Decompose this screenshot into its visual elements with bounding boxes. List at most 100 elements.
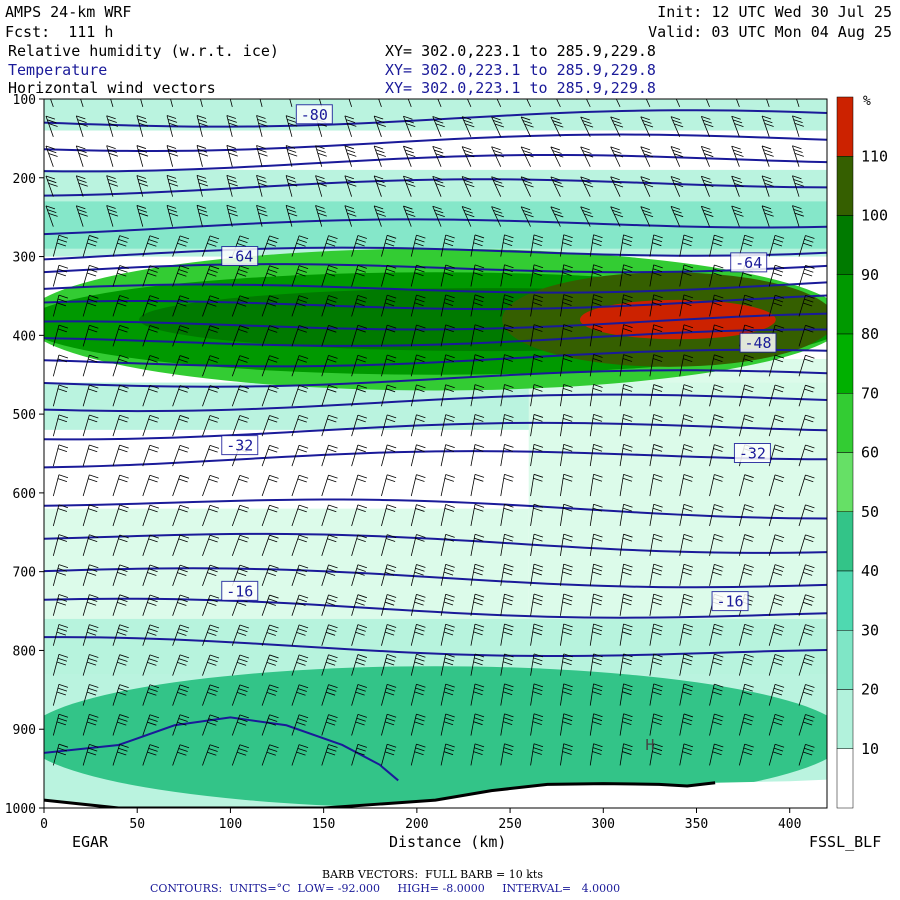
wind-barb bbox=[679, 624, 685, 646]
wind-barb-flag bbox=[119, 714, 129, 718]
wind-barb-flag bbox=[444, 747, 454, 752]
wind-barb bbox=[351, 504, 359, 527]
wind-barb-flag bbox=[384, 601, 395, 606]
wind-barb-flag bbox=[179, 265, 190, 270]
wind-barb bbox=[520, 146, 531, 167]
wind-barb-flag bbox=[653, 234, 663, 239]
wind-barb-flag bbox=[385, 238, 396, 243]
wind-barb-flag bbox=[147, 272, 157, 277]
wind-barb-flag bbox=[525, 94, 534, 97]
wind-barb bbox=[589, 504, 594, 527]
wind-barb bbox=[500, 743, 505, 766]
wind-barb-flag bbox=[592, 328, 603, 332]
wind-barb-flag bbox=[328, 624, 338, 629]
wind-barb-flag bbox=[238, 418, 248, 423]
colorbar-level-label: 20 bbox=[861, 681, 879, 699]
wind-barb bbox=[403, 146, 412, 167]
wind-barb-flag bbox=[562, 571, 572, 576]
wind-barb-flag bbox=[493, 179, 503, 184]
wind-barb-flag bbox=[47, 149, 57, 154]
wind-barb-flag bbox=[415, 747, 425, 752]
wind-barb-flag bbox=[742, 691, 752, 696]
wind-barb-flag bbox=[357, 265, 367, 269]
wind-barb bbox=[319, 99, 323, 107]
wind-barb-flag bbox=[86, 661, 97, 666]
wind-barb-flag bbox=[592, 272, 602, 276]
wind-barb-flag bbox=[298, 684, 309, 689]
wind-barb bbox=[796, 99, 800, 107]
wind-barb bbox=[709, 264, 715, 287]
temperature-label-box bbox=[739, 332, 777, 353]
wind-barb-flag bbox=[563, 653, 573, 658]
wind-barb-flag bbox=[268, 328, 278, 333]
wind-barb-flag bbox=[521, 206, 531, 211]
wind-barb-flag bbox=[772, 751, 783, 756]
wind-barb-flag bbox=[297, 269, 307, 273]
wind-barb-flag bbox=[148, 358, 158, 363]
wind-barb bbox=[315, 205, 323, 227]
wind-barb-flag bbox=[148, 688, 158, 692]
wind-barb-flag bbox=[732, 179, 743, 184]
wind-barb-flag bbox=[178, 448, 188, 453]
wind-barb-flag bbox=[197, 118, 208, 123]
wind-barb bbox=[461, 206, 472, 227]
wind-barb-flag bbox=[89, 684, 99, 688]
wind-barb-flag bbox=[415, 567, 425, 572]
wind-barb-flag bbox=[149, 355, 160, 359]
wind-barb-flag bbox=[76, 86, 85, 89]
wind-barb-flag bbox=[166, 175, 177, 179]
wind-barb-flag bbox=[328, 504, 338, 509]
wind-barb-flag bbox=[119, 354, 129, 359]
wind-barb-flag bbox=[743, 717, 753, 722]
wind-barb-flag bbox=[443, 721, 454, 726]
wind-barb-flag bbox=[443, 631, 454, 636]
wind-barb-flag bbox=[683, 747, 693, 752]
wind-barb-flag bbox=[208, 299, 218, 303]
wind-barb-flag bbox=[533, 477, 543, 482]
wind-barb-flag bbox=[385, 657, 396, 662]
wind-barb-flag bbox=[652, 567, 663, 572]
wind-barb bbox=[500, 354, 505, 377]
wind-barb-flag bbox=[592, 242, 602, 247]
wind-barb bbox=[52, 684, 60, 706]
wind-barb bbox=[589, 264, 594, 287]
wind-barb-flag bbox=[416, 623, 426, 628]
wind-barb-flag bbox=[774, 504, 785, 509]
wind-barb-flag bbox=[683, 683, 694, 688]
wind-barb bbox=[351, 594, 359, 616]
wind-barb-flag bbox=[89, 294, 99, 299]
wind-barb-flag bbox=[148, 448, 158, 453]
wind-barb-flag bbox=[522, 209, 532, 214]
colorbar-level-label: 10 bbox=[861, 740, 879, 758]
wind-barb-flag bbox=[474, 324, 485, 329]
wind-barb-flag bbox=[640, 176, 650, 181]
wind-barb bbox=[136, 145, 144, 167]
wind-barb bbox=[738, 564, 746, 586]
wind-barb-flag bbox=[196, 115, 207, 119]
wind-barb-flag bbox=[674, 183, 684, 188]
wind-barb bbox=[470, 594, 476, 616]
wind-barb bbox=[410, 235, 417, 257]
wind-barb-flag bbox=[504, 294, 514, 299]
wind-barb bbox=[679, 713, 685, 736]
wind-barb-flag bbox=[563, 443, 573, 448]
wind-barb bbox=[470, 653, 476, 676]
wind-barb-flag bbox=[168, 212, 179, 217]
wind-barb bbox=[709, 294, 715, 317]
wind-barb-flag bbox=[653, 683, 663, 688]
wind-barb-flag bbox=[732, 119, 743, 124]
wind-barb-flag bbox=[793, 209, 803, 213]
wind-barb-flag bbox=[731, 175, 741, 180]
wind-barb-flag bbox=[227, 148, 237, 153]
temperature-label-text: -64 bbox=[735, 254, 762, 272]
y-tick-label: 1000 bbox=[5, 802, 36, 817]
wind-barb-flag bbox=[57, 538, 68, 542]
wind-barb-flag bbox=[434, 119, 444, 124]
wind-barb-flag bbox=[652, 717, 663, 722]
wind-barb-flag bbox=[461, 116, 472, 121]
wind-barb-flag bbox=[592, 631, 602, 636]
wind-barb-flag bbox=[178, 388, 188, 393]
wind-barb-flag bbox=[493, 120, 503, 124]
wind-barb-flag bbox=[772, 272, 783, 277]
wind-barb-flag bbox=[257, 86, 266, 89]
